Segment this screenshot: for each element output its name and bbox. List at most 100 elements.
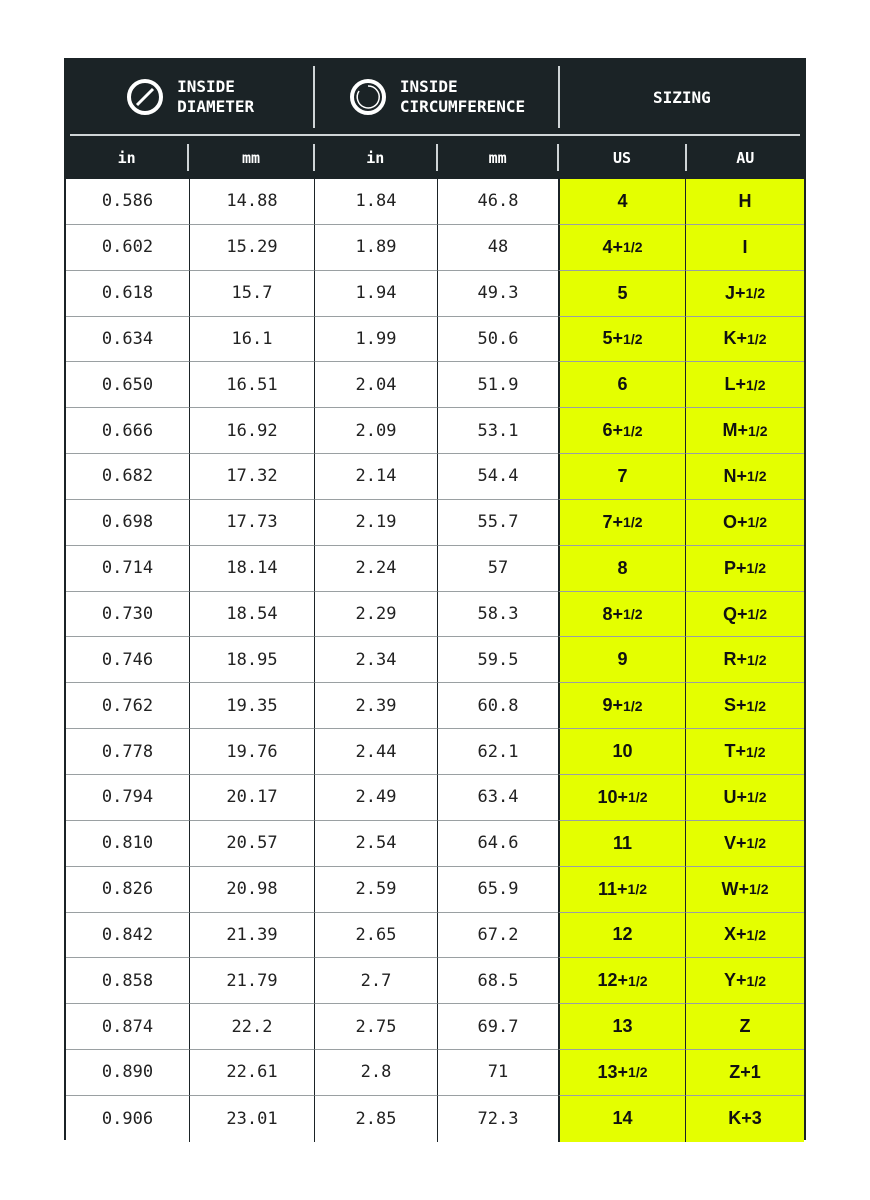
- column-header: mm: [435, 144, 557, 171]
- size-fraction: 1/2: [746, 743, 766, 760]
- table-row: 0.682 17.32 2.14 54.4 7 N+ 1/2: [66, 454, 804, 500]
- size-value: J+: [725, 282, 746, 303]
- circumference-mm-cell: 49.3: [437, 270, 558, 317]
- size-fraction: 1/2: [747, 514, 767, 531]
- au-size-cell: V+ 1/2: [685, 820, 804, 867]
- column-header: in: [312, 144, 436, 171]
- circumference-in-cell: 2.49: [314, 774, 437, 821]
- diameter-mm-cell: 18.95: [189, 637, 314, 684]
- size-value: M+: [722, 420, 749, 441]
- diameter-mm-cell: 19.35: [189, 683, 314, 730]
- circumference-icon: [349, 79, 386, 115]
- circumference-in-cell: 2.65: [314, 912, 437, 959]
- size-fraction: 1/2: [747, 651, 767, 668]
- diameter-mm-cell: 23.01: [189, 1095, 314, 1142]
- circumference-in-cell: 2.14: [314, 454, 437, 500]
- au-size-cell: O+ 1/2: [685, 499, 804, 546]
- us-size-cell: 11+ 1/2: [558, 866, 685, 913]
- diameter-in-cell: 0.778: [66, 729, 189, 775]
- header-label: SIZING: [652, 87, 711, 107]
- diameter-in-cell: 0.810: [66, 820, 189, 867]
- table-row: 0.874 22.2 2.75 69.7 13 Z: [66, 1004, 804, 1051]
- header-units-row: in mm in mm US AU: [66, 136, 804, 179]
- diameter-mm-cell: 20.98: [189, 866, 314, 913]
- diameter-in-cell: 0.794: [66, 774, 189, 821]
- au-size-cell: Z: [685, 1004, 804, 1051]
- circumference-mm-cell: 57: [437, 545, 558, 592]
- table-row: 0.650 16.51 2.04 51.9 6 L+ 1/2: [66, 362, 804, 409]
- us-size-cell: 10+ 1/2: [558, 774, 685, 821]
- table-row: 0.714 18.14 2.24 57 8 P+ 1/2: [66, 545, 804, 592]
- us-size-cell: 8: [558, 545, 685, 592]
- size-value: 9: [617, 649, 628, 670]
- diameter-in-cell: 0.874: [66, 1004, 189, 1051]
- header-divider: [70, 134, 800, 136]
- diameter-in-cell: 0.650: [66, 362, 189, 409]
- us-size-cell: 5: [558, 270, 685, 317]
- us-size-cell: 11: [558, 820, 685, 867]
- circumference-mm-cell: 54.4: [437, 454, 558, 500]
- size-fraction: 1/2: [747, 606, 767, 623]
- table-row: 0.762 19.35 2.39 60.8 9+ 1/2 S+ 1/2: [66, 683, 804, 730]
- diameter-in-cell: 0.906: [66, 1095, 189, 1142]
- header-label-line1: INSIDE: [399, 77, 458, 96]
- au-size-cell: U+ 1/2: [685, 774, 804, 821]
- diameter-mm-cell: 16.51: [189, 362, 314, 409]
- us-size-cell: 12+ 1/2: [558, 958, 685, 1005]
- diameter-in-cell: 0.634: [66, 316, 189, 363]
- size-fraction: 1/2: [746, 376, 766, 393]
- table-row: 0.794 20.17 2.49 63.4 10+ 1/2 U+ 1/2: [66, 774, 804, 821]
- us-size-cell: 9: [558, 637, 685, 684]
- header-label-line2: CIRCUMFERENCE: [399, 97, 526, 116]
- size-value: Z: [739, 1016, 751, 1037]
- size-fraction: 1/2: [748, 422, 768, 439]
- size-fraction: 1/2: [745, 285, 765, 302]
- size-value: 8+: [602, 603, 624, 624]
- size-fraction: 1/2: [746, 926, 766, 943]
- us-size-cell: 8+ 1/2: [558, 591, 685, 638]
- size-fraction: 1/2: [623, 330, 643, 347]
- size-value: 5: [617, 282, 628, 303]
- circumference-mm-cell: 69.7: [437, 1004, 558, 1051]
- column-header: US: [557, 144, 684, 171]
- size-fraction: 1/2: [746, 560, 766, 577]
- diameter-in-cell: 0.826: [66, 866, 189, 913]
- size-value: 10+: [597, 786, 629, 807]
- size-value: T+: [724, 741, 747, 762]
- size-fraction: 1/2: [746, 972, 766, 989]
- size-fraction: 1/2: [623, 697, 643, 714]
- us-size-cell: 13+ 1/2: [558, 1050, 685, 1096]
- column-header: in: [117, 148, 136, 167]
- us-size-cell: 7: [558, 454, 685, 500]
- diameter-mm-cell: 14.88: [189, 179, 314, 225]
- size-value: 13+: [597, 1061, 629, 1082]
- diameter-in-cell: 0.602: [66, 224, 189, 271]
- circumference-in-cell: 2.09: [314, 408, 437, 455]
- au-size-cell: M+ 1/2: [685, 408, 804, 455]
- diameter-in-cell: 0.762: [66, 683, 189, 730]
- au-size-cell: W+ 1/2: [685, 866, 804, 913]
- table-row: 0.810 20.57 2.54 64.6 11 V+ 1/2: [66, 820, 804, 867]
- size-value: X+: [724, 924, 747, 945]
- size-fraction: 1/2: [623, 606, 643, 623]
- circumference-mm-cell: 65.9: [437, 866, 558, 913]
- size-value: V+: [724, 832, 747, 853]
- circumference-in-cell: 2.44: [314, 729, 437, 775]
- diameter-mm-cell: 22.2: [189, 1004, 314, 1051]
- circumference-in-cell: 2.34: [314, 637, 437, 684]
- circumference-mm-cell: 63.4: [437, 774, 558, 821]
- circumference-mm-cell: 53.1: [437, 408, 558, 455]
- circumference-in-cell: 1.99: [314, 316, 437, 363]
- circumference-mm-cell: 71: [437, 1050, 558, 1096]
- size-value: 10: [612, 741, 633, 762]
- size-value: K+3: [728, 1108, 762, 1129]
- size-fraction: 1/2: [746, 835, 766, 852]
- au-size-cell: L+ 1/2: [685, 362, 804, 409]
- diameter-in-cell: 0.746: [66, 637, 189, 684]
- header-group-row: INSIDE DIAMETER INSIDE CIRCUMFERENCE SIZ…: [66, 60, 804, 134]
- header-label-line1: INSIDE: [177, 77, 235, 96]
- table-row: 0.666 16.92 2.09 53.1 6+ 1/2 M+ 1/2: [66, 408, 804, 455]
- circumference-in-cell: 2.85: [314, 1095, 437, 1142]
- circumference-mm-cell: 46.8: [437, 179, 558, 225]
- size-value: U+: [723, 786, 748, 807]
